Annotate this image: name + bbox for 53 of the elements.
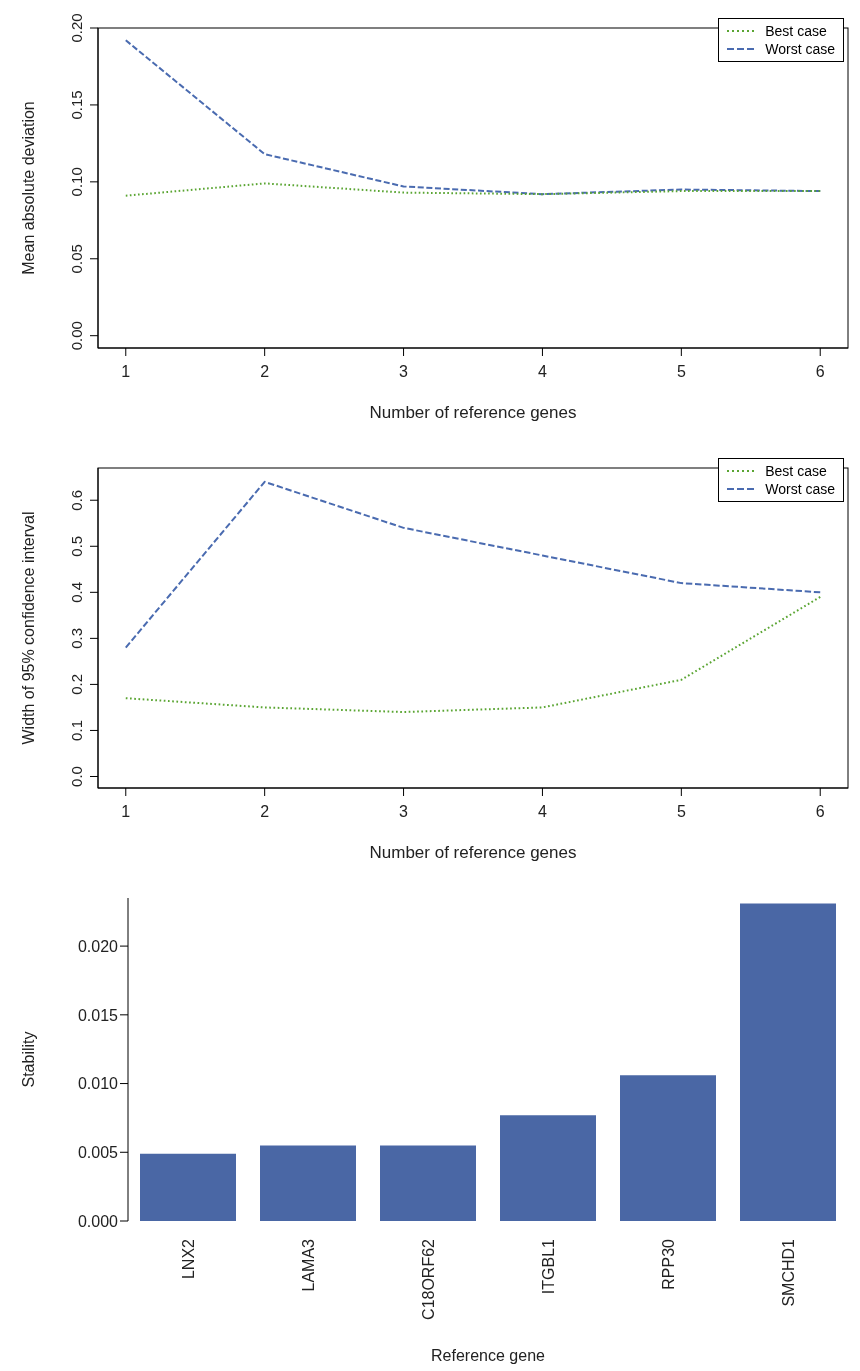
bar: [620, 1075, 716, 1221]
y-tick-label: 0.05: [68, 244, 85, 274]
legend-label: Best case: [765, 22, 827, 40]
x-tick-label: 5: [676, 363, 686, 381]
y-tick-label: 0.20: [68, 13, 85, 43]
bar: [260, 1145, 356, 1221]
legend-label: Worst case: [765, 40, 835, 58]
x-tick-label: RPP30: [659, 1238, 677, 1290]
x-axis-title: Number of reference genes: [369, 403, 577, 422]
line-series: [124, 182, 822, 197]
y-tick-label: 0.4: [68, 581, 85, 603]
x-tick-label: 1: [121, 363, 131, 381]
y-tick-label: 0.005: [77, 1143, 119, 1161]
y-tick-label: 0.5: [68, 535, 85, 557]
y-tick-label: 0.2: [68, 673, 85, 695]
y-tick-label: 0.015: [77, 1006, 119, 1024]
line-series: [124, 595, 822, 714]
x-tick-label: SMCHD1: [779, 1238, 797, 1307]
bar: [380, 1145, 476, 1221]
x-tick-label: LAMA3: [299, 1238, 317, 1292]
bar: [140, 1153, 236, 1221]
bar: [740, 903, 836, 1221]
x-tick-label: 4: [537, 363, 547, 381]
x-tick-label: 5: [676, 803, 686, 821]
x-tick-label: 2: [260, 803, 270, 821]
y-axis-title: Mean absolute deviation: [19, 101, 37, 275]
y-tick-label: 0.10: [68, 167, 85, 197]
legend-label: Best case: [765, 462, 827, 480]
y-tick-label: 0.0: [68, 766, 85, 787]
x-tick-label: 1: [121, 803, 131, 821]
y-tick-label: 0.010: [77, 1075, 119, 1093]
y-tick-label: 0.1: [68, 720, 85, 741]
x-axis-title: Number of reference genes: [369, 843, 577, 862]
y-axis-title: Stability: [19, 1031, 37, 1088]
x-tick-label: 2: [260, 363, 270, 381]
y-tick-label: 0.3: [68, 627, 85, 649]
legend-label: Worst case: [765, 480, 835, 498]
y-axis-title: Width of 95% confidence interval: [19, 511, 37, 745]
y-tick-label: 0.000: [77, 1212, 119, 1230]
x-axis-title: Reference gene: [431, 1347, 546, 1364]
x-tick-label: 6: [815, 803, 825, 821]
y-tick-label: 0.00: [68, 321, 85, 351]
x-tick-label: 3: [399, 363, 409, 381]
x-tick-label: ITGBL1: [539, 1238, 557, 1295]
y-tick-label: 0.6: [68, 489, 85, 511]
x-tick-label: 3: [399, 803, 409, 821]
x-tick-label: 4: [537, 803, 547, 821]
y-tick-label: 0.020: [77, 937, 119, 955]
y-tick-label: 0.15: [68, 90, 85, 120]
x-tick-label: C18ORF62: [419, 1238, 437, 1320]
x-tick-label: LNX2: [179, 1238, 197, 1280]
bar: [500, 1115, 596, 1221]
x-tick-label: 6: [815, 363, 825, 381]
